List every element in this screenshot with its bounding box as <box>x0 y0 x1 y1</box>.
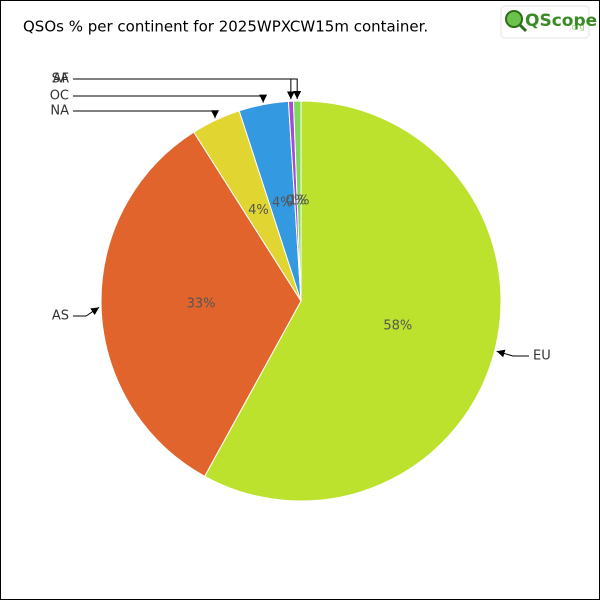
category-label: EU <box>533 349 551 364</box>
logo-text: QScope <box>525 11 597 31</box>
leader-line <box>73 306 100 317</box>
chart-title: QSOs % per continent for 2025WPXCW15m co… <box>23 18 428 36</box>
value-label: 33% <box>187 297 216 312</box>
leader-line <box>73 78 302 100</box>
category-label: OC <box>50 89 69 104</box>
pie-slice <box>292 100 302 302</box>
value-label: 0% <box>286 194 307 209</box>
category-label: AF <box>53 72 69 87</box>
leader-line <box>73 94 268 103</box>
category-label: SA <box>52 72 69 87</box>
leader-line <box>73 110 219 119</box>
value-label: 1% <box>289 194 310 209</box>
pie-slice <box>100 131 302 477</box>
category-label: NA <box>50 104 69 119</box>
value-label: 4% <box>248 203 269 218</box>
logo-icon-handle <box>518 23 528 33</box>
logo-suffix: .org <box>569 23 585 32</box>
logo-icon <box>505 10 523 28</box>
value-label: 58% <box>383 318 412 333</box>
value-label: 4% <box>272 195 293 210</box>
pie-slice <box>203 100 502 502</box>
leader-line <box>496 349 529 358</box>
category-label: AS <box>52 309 69 324</box>
